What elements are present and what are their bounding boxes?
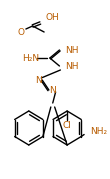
Text: O: O [18,28,25,37]
Text: NH: NH [65,45,79,54]
Text: Cl: Cl [63,120,72,129]
Text: NH₂: NH₂ [90,127,107,136]
Text: OH: OH [45,13,59,21]
Text: H₂N: H₂N [22,54,39,62]
Text: N: N [49,86,56,95]
Text: N: N [35,76,42,84]
Text: NH: NH [65,62,79,71]
